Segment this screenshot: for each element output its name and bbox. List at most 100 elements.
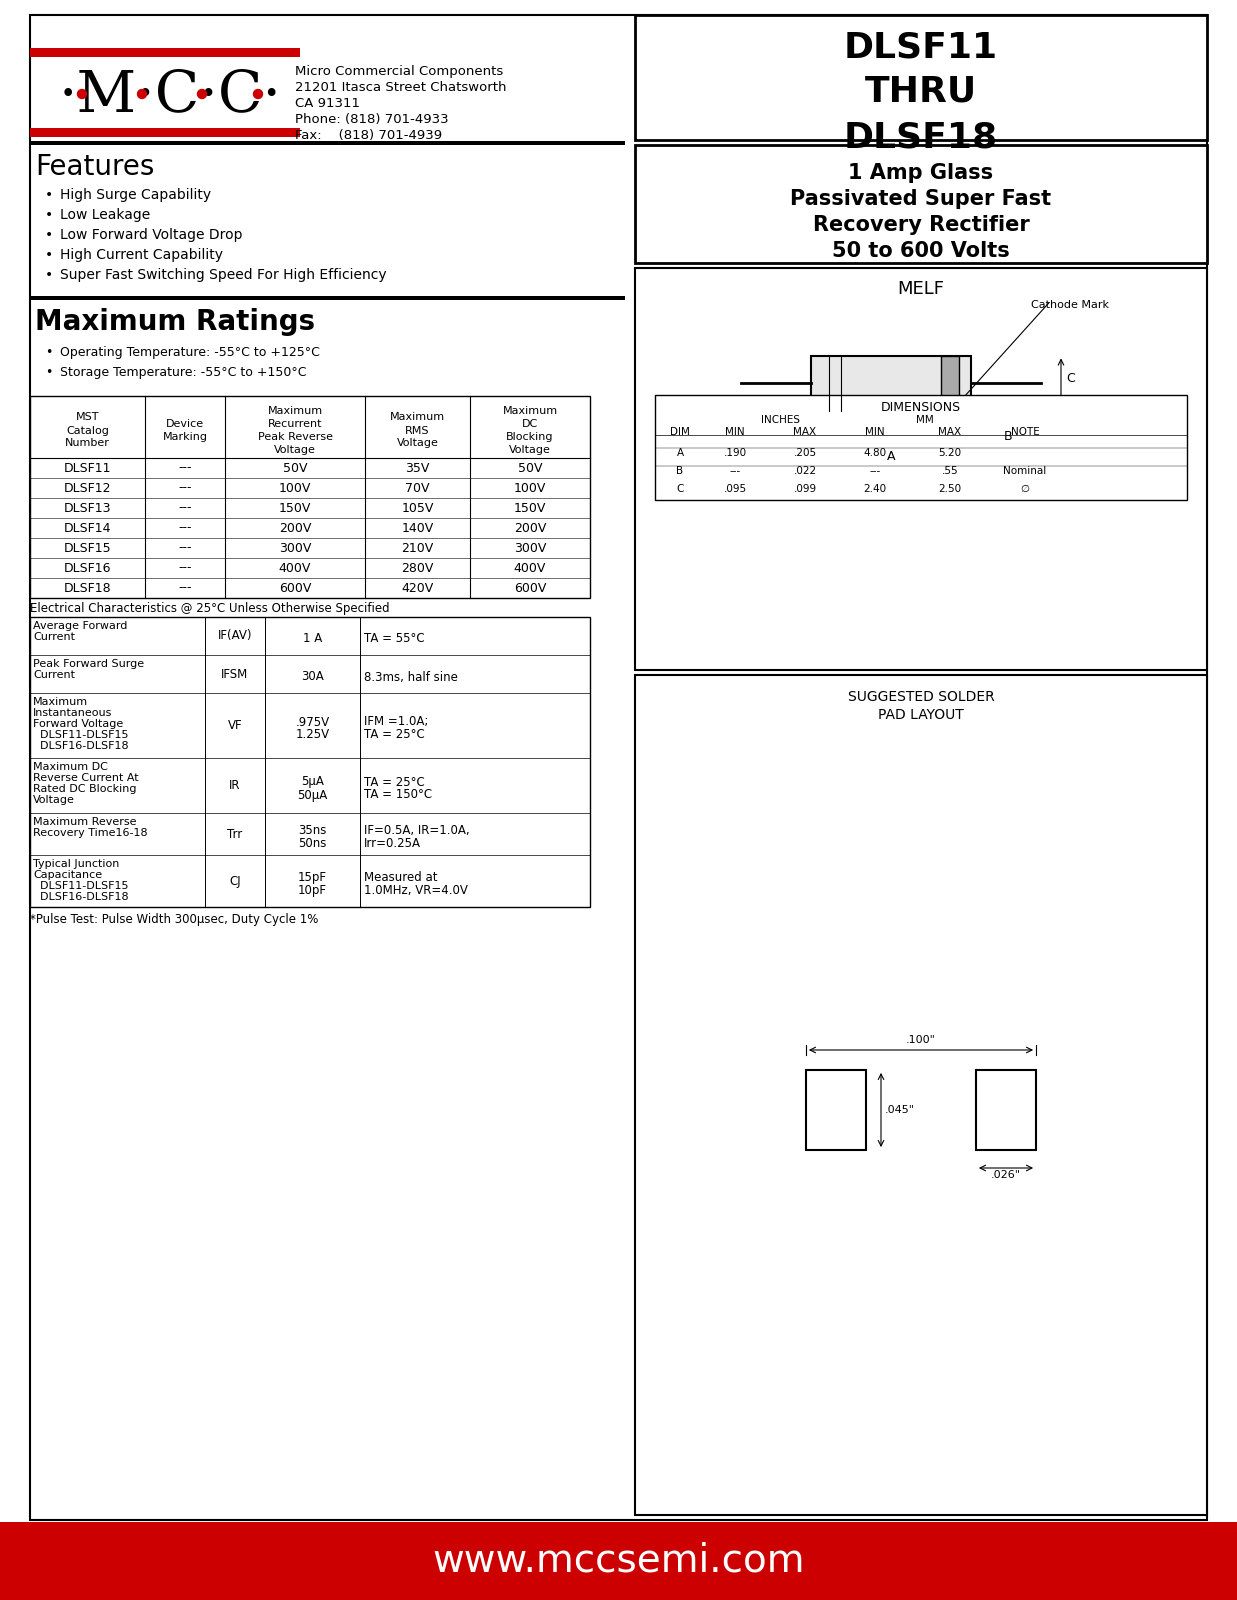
Text: DLSF14: DLSF14 — [64, 522, 111, 534]
Text: 1.0MHz, VR=4.0V: 1.0MHz, VR=4.0V — [364, 883, 468, 898]
Text: ·M·C·C·: ·M·C·C· — [58, 67, 282, 123]
Text: 150V: 150V — [513, 501, 547, 515]
Text: 50V: 50V — [283, 461, 307, 475]
Text: Current: Current — [33, 670, 75, 680]
Text: .975V: .975V — [296, 715, 329, 728]
Text: Maximum DC: Maximum DC — [33, 762, 108, 773]
Text: •: • — [45, 366, 52, 379]
Text: Phone: (818) 701-4933: Phone: (818) 701-4933 — [294, 114, 449, 126]
Text: MST: MST — [75, 413, 99, 422]
Text: Recurrent: Recurrent — [267, 419, 323, 429]
Text: 210V: 210V — [401, 541, 434, 555]
Text: .022: .022 — [793, 466, 816, 477]
Text: Operating Temperature: -55°C to +125°C: Operating Temperature: -55°C to +125°C — [61, 346, 320, 358]
Text: 5μA: 5μA — [301, 776, 324, 789]
Text: •: • — [45, 346, 52, 358]
Text: 200V: 200V — [278, 522, 312, 534]
Text: NOTE: NOTE — [1011, 427, 1039, 437]
Text: Peak Forward Surge: Peak Forward Surge — [33, 659, 145, 669]
Text: 50 to 600 Volts: 50 to 600 Volts — [833, 242, 1009, 261]
Text: MAX: MAX — [939, 427, 961, 437]
Text: A: A — [887, 451, 896, 464]
Text: .095: .095 — [724, 483, 747, 494]
Text: 1.25V: 1.25V — [296, 728, 329, 741]
Text: 35ns: 35ns — [298, 824, 327, 837]
Text: 140V: 140V — [401, 522, 434, 534]
Text: ---: --- — [730, 466, 741, 477]
Text: TA = 25°C: TA = 25°C — [364, 728, 424, 741]
Text: MIN: MIN — [725, 427, 745, 437]
Text: DLSF16-DLSF18: DLSF16-DLSF18 — [33, 741, 129, 750]
Text: .099: .099 — [793, 483, 816, 494]
Text: 21201 Itasca Street Chatsworth: 21201 Itasca Street Chatsworth — [294, 82, 506, 94]
Text: Trr: Trr — [228, 827, 242, 840]
Text: 30A: 30A — [301, 670, 324, 683]
Text: 1 Amp Glass: 1 Amp Glass — [849, 163, 993, 182]
Text: Maximum: Maximum — [390, 413, 445, 422]
Text: 5.20: 5.20 — [939, 448, 961, 458]
Bar — [807, 1070, 866, 1150]
Text: DLSF11: DLSF11 — [844, 30, 998, 64]
Text: ---: --- — [870, 466, 881, 477]
Bar — [30, 141, 625, 146]
Text: Marking: Marking — [162, 432, 208, 442]
Text: DLSF18: DLSF18 — [63, 581, 111, 595]
Text: High Current Capability: High Current Capability — [61, 248, 223, 262]
Text: 10pF: 10pF — [298, 883, 327, 898]
Text: RMS: RMS — [406, 426, 429, 435]
Text: DIM: DIM — [670, 427, 690, 437]
Text: Fax:    (818) 701-4939: Fax: (818) 701-4939 — [294, 130, 442, 142]
Text: 150V: 150V — [278, 501, 312, 515]
Text: DLSF11-DLSF15: DLSF11-DLSF15 — [33, 882, 129, 891]
Text: TA = 25°C: TA = 25°C — [364, 776, 424, 789]
Text: .045": .045" — [884, 1106, 915, 1115]
Text: ∅: ∅ — [1021, 483, 1029, 494]
Text: PAD LAYOUT: PAD LAYOUT — [878, 707, 964, 722]
Text: •: • — [45, 208, 53, 222]
Text: Instantaneous: Instantaneous — [33, 707, 113, 718]
Text: MM: MM — [917, 414, 934, 426]
Text: Irr=0.25A: Irr=0.25A — [364, 837, 421, 850]
Text: •: • — [45, 267, 53, 282]
Text: Voltage: Voltage — [33, 795, 75, 805]
Text: Forward Voltage: Forward Voltage — [33, 718, 124, 730]
Text: Blocking: Blocking — [506, 432, 554, 442]
Text: 2.50: 2.50 — [939, 483, 961, 494]
Text: Reverse Current At: Reverse Current At — [33, 773, 139, 782]
Text: DLSF16-DLSF18: DLSF16-DLSF18 — [33, 893, 129, 902]
Circle shape — [198, 90, 207, 99]
Text: Passivated Super Fast: Passivated Super Fast — [790, 189, 1051, 210]
Text: CJ: CJ — [229, 875, 241, 888]
Text: Voltage: Voltage — [510, 445, 550, 454]
Text: .55: .55 — [941, 466, 959, 477]
Text: 105V: 105V — [401, 501, 434, 515]
Circle shape — [137, 90, 146, 99]
Text: 600V: 600V — [513, 581, 547, 595]
Text: 15pF: 15pF — [298, 870, 327, 883]
Text: MELF: MELF — [898, 280, 945, 298]
Text: Micro Commercial Components: Micro Commercial Components — [294, 66, 503, 78]
Text: *Pulse Test: Pulse Width 300μsec, Duty Cycle 1%: *Pulse Test: Pulse Width 300μsec, Duty C… — [30, 914, 318, 926]
Text: 300V: 300V — [278, 541, 312, 555]
Text: 420V: 420V — [401, 581, 434, 595]
Text: 8.3ms, half sine: 8.3ms, half sine — [364, 670, 458, 683]
Text: B: B — [677, 466, 684, 477]
Bar — [976, 1070, 1037, 1150]
Text: DIMENSIONS: DIMENSIONS — [881, 402, 961, 414]
Text: INCHES: INCHES — [761, 414, 799, 426]
Bar — [30, 48, 301, 58]
Text: C: C — [677, 483, 684, 494]
Text: .100": .100" — [905, 1035, 936, 1045]
Text: MIN: MIN — [865, 427, 884, 437]
Text: 35V: 35V — [406, 461, 429, 475]
Text: IR: IR — [229, 779, 241, 792]
Text: IFSM: IFSM — [221, 667, 249, 680]
Text: TA = 55°C: TA = 55°C — [364, 632, 424, 645]
Text: B: B — [1004, 430, 1013, 443]
Text: .190: .190 — [724, 448, 747, 458]
Text: Voltage: Voltage — [397, 438, 438, 448]
Text: Typical Junction: Typical Junction — [33, 859, 120, 869]
Text: .026": .026" — [991, 1170, 1021, 1181]
Bar — [941, 355, 959, 411]
Text: 100V: 100V — [278, 482, 312, 494]
